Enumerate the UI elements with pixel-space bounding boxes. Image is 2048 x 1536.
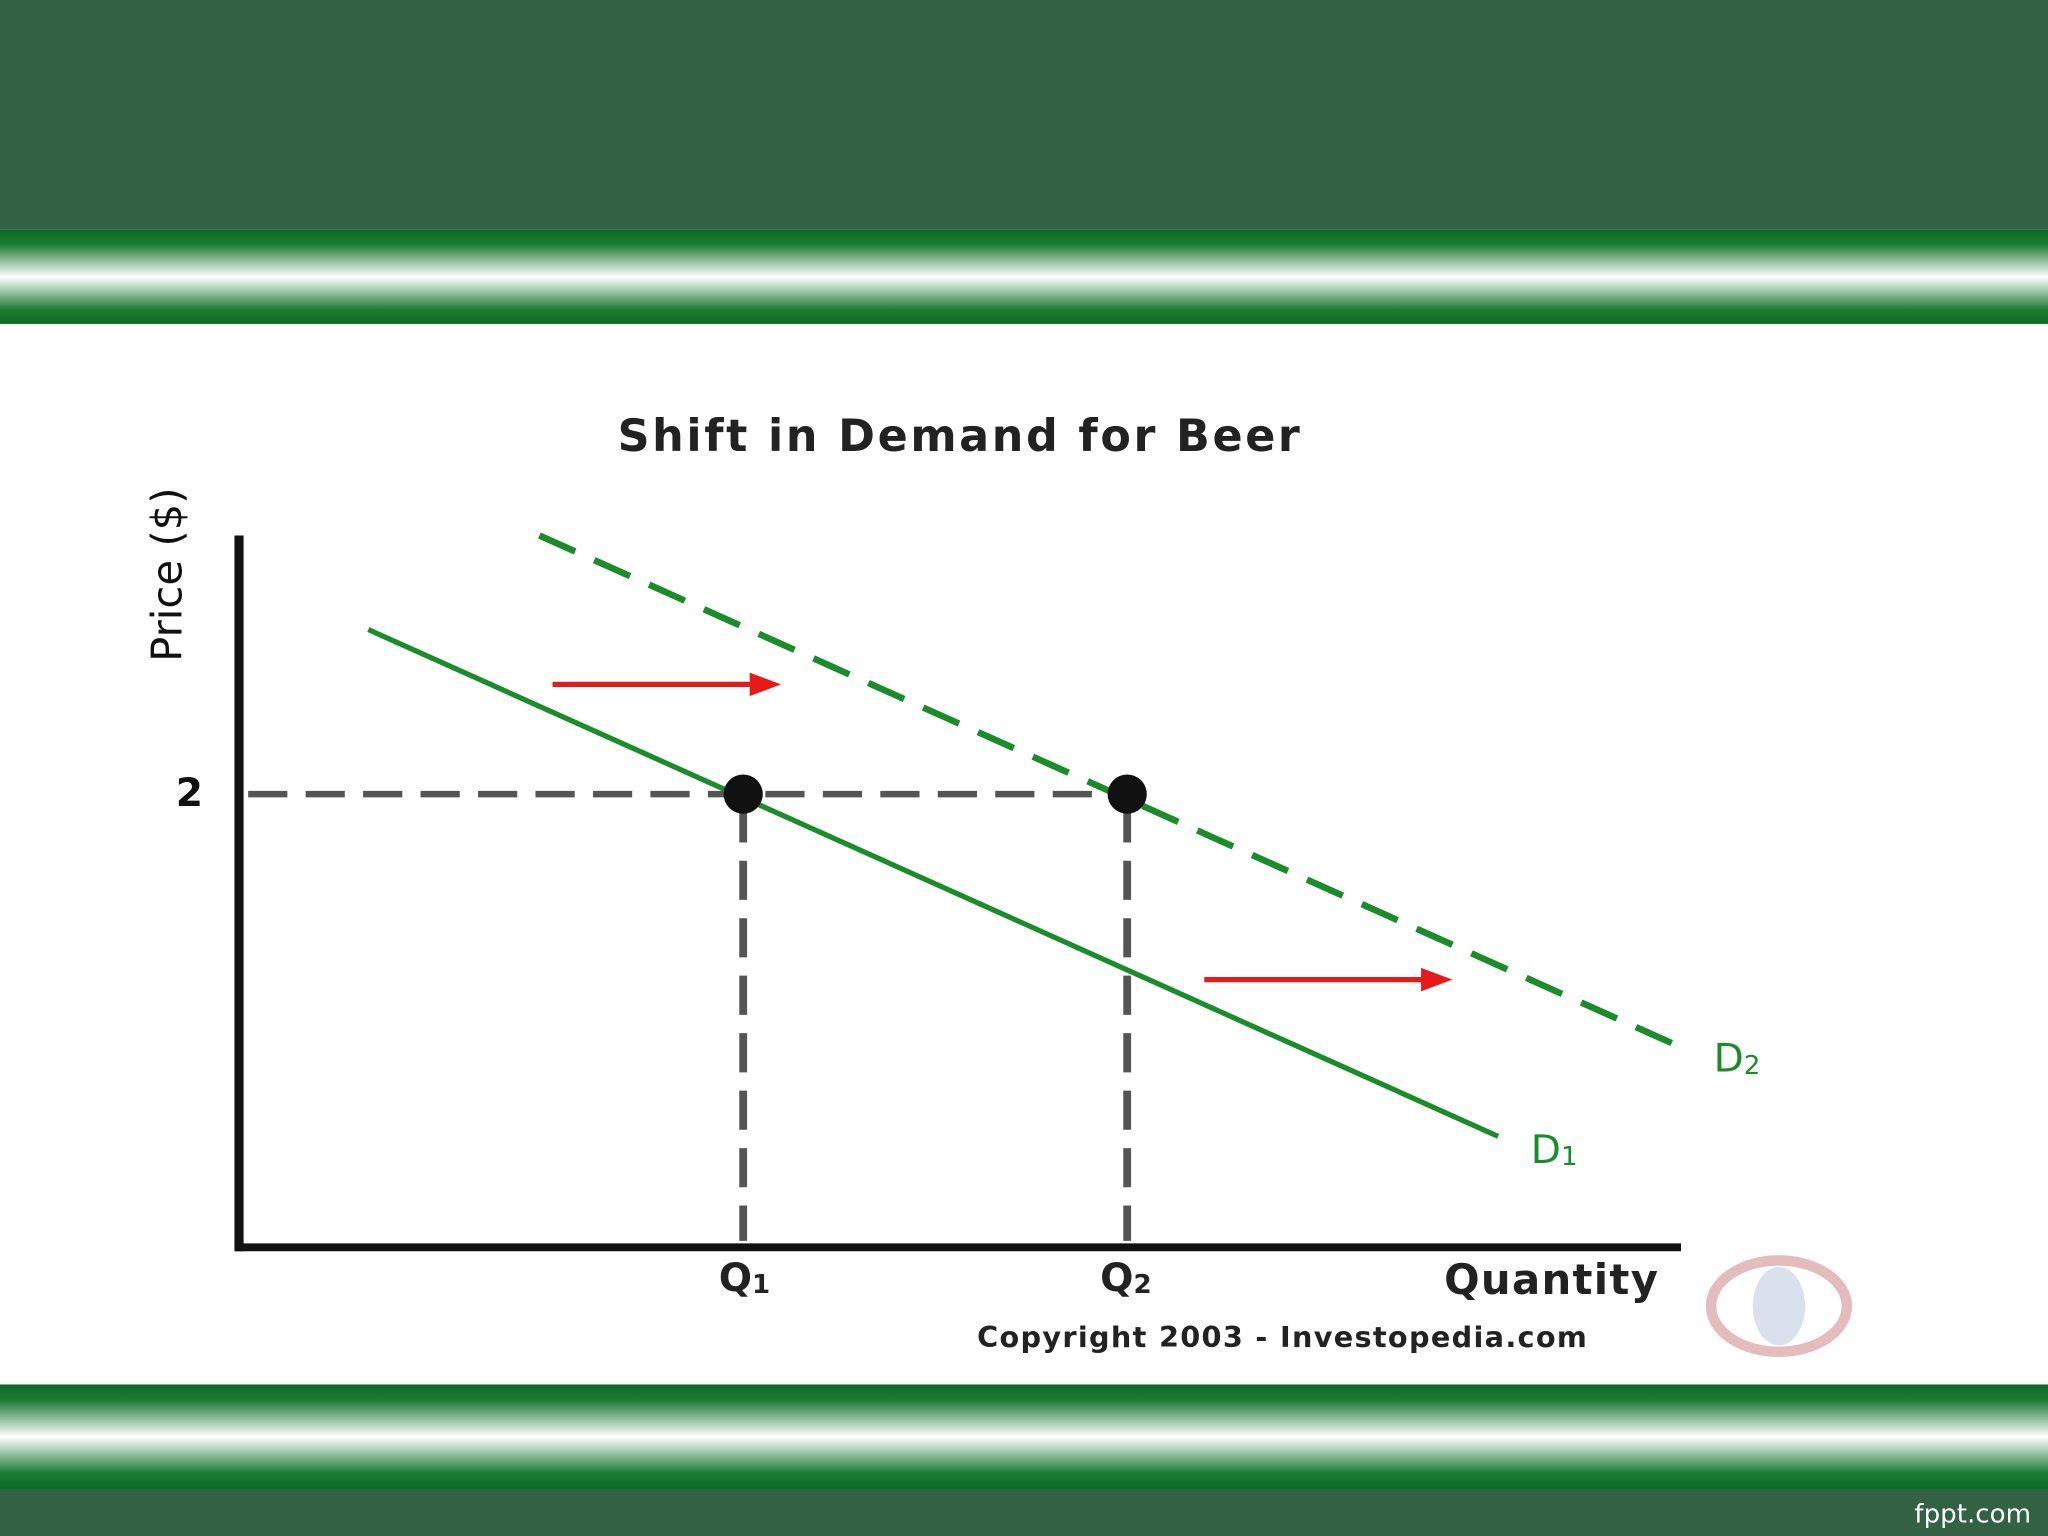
q2-sub: 2 <box>1133 1270 1151 1300</box>
header-stripe <box>0 229 2048 324</box>
x-axis-label: Quantity <box>1444 1255 1659 1304</box>
equilibrium-point <box>723 774 763 814</box>
demand-curve-d2 <box>538 532 1678 1048</box>
shift-arrowhead <box>1421 967 1453 992</box>
q2-main: Q <box>1100 1256 1133 1301</box>
y-axis-label: Price ($) <box>142 487 191 661</box>
d1-main: D <box>1531 1128 1561 1173</box>
footer-band <box>0 1488 2048 1536</box>
d1-label: D1 <box>1531 1128 1578 1173</box>
q1-main: Q <box>719 1256 752 1301</box>
demand-curve-d1 <box>367 627 1500 1139</box>
d2-label: D2 <box>1714 1036 1761 1081</box>
d1-sub: 1 <box>1561 1142 1578 1172</box>
d2-sub: 2 <box>1744 1050 1761 1080</box>
copyright: Copyright 2003 - Investopedia.com <box>977 1320 1588 1354</box>
d2-main: D <box>1714 1036 1744 1081</box>
logo-watermark <box>1705 1255 1853 1358</box>
price-label: 2 <box>176 771 203 816</box>
q1-label: Q1 <box>719 1256 770 1301</box>
header-band <box>0 0 2048 230</box>
q1-sub: 1 <box>752 1270 770 1300</box>
logo-watermark <box>1752 1266 1806 1346</box>
q2-label: Q2 <box>1100 1256 1151 1301</box>
shift-arrowhead <box>749 672 782 697</box>
diagram-title: Shift in Demand for Beer <box>618 411 1303 462</box>
footer-stripe <box>0 1384 2048 1489</box>
equilibrium-point <box>1107 774 1147 814</box>
footer-text: fppt.com <box>1914 1500 2031 1530</box>
